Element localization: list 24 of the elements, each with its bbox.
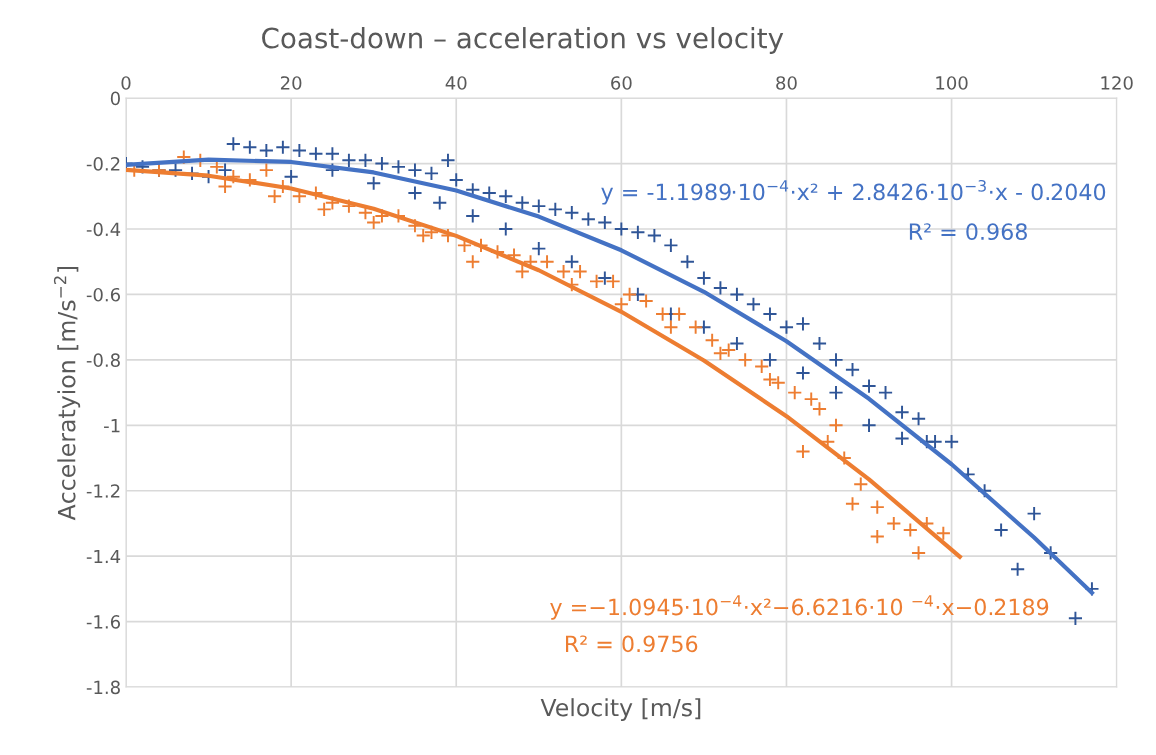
y-tick-label: -0.4: [86, 222, 121, 237]
y-tick-label: -1.8: [86, 680, 120, 695]
chart-title: Coast-down – acceleration vs velocity: [262, 27, 784, 54]
x-tick-label: 100: [936, 76, 968, 90]
y-tick-label: -1: [104, 419, 120, 433]
y-axis-title: Acceleratyion [m/s$^{−2}$]: [53, 266, 81, 521]
annotation: R² = 0.9756: [566, 635, 698, 653]
y-tick-label: -1.4: [86, 549, 121, 564]
y-tick-label: 0: [110, 91, 120, 106]
x-tick-label: 0: [121, 76, 131, 90]
y-tick-label: -0.2: [86, 157, 120, 171]
annotation: y =−1.0945·10$^{−4}$·x²−6.6216·10 $^{−4}$·x−0.2189: [550, 595, 1049, 620]
annotation: y = -1.1989·10$^{−4}$·x² + 2.8426·10$^{−3}$·x - 0.2040: [601, 179, 1106, 205]
y-tick-label: -0.8: [86, 353, 120, 367]
y-tick-label: -0.6: [86, 287, 121, 302]
x-tick-label: 40: [445, 76, 467, 90]
x-tick-label: 80: [776, 76, 797, 90]
annotation: R² = 0.968: [909, 223, 1027, 241]
y-tick-label: -1.2: [86, 484, 120, 498]
x-tick-label: 20: [280, 76, 302, 90]
y-tick-label: -1.6: [86, 615, 121, 629]
x-axis-title: Velocity [m/s]: [540, 698, 701, 722]
x-tick-label: 120: [1101, 76, 1133, 90]
x-tick-label: 60: [611, 76, 632, 90]
